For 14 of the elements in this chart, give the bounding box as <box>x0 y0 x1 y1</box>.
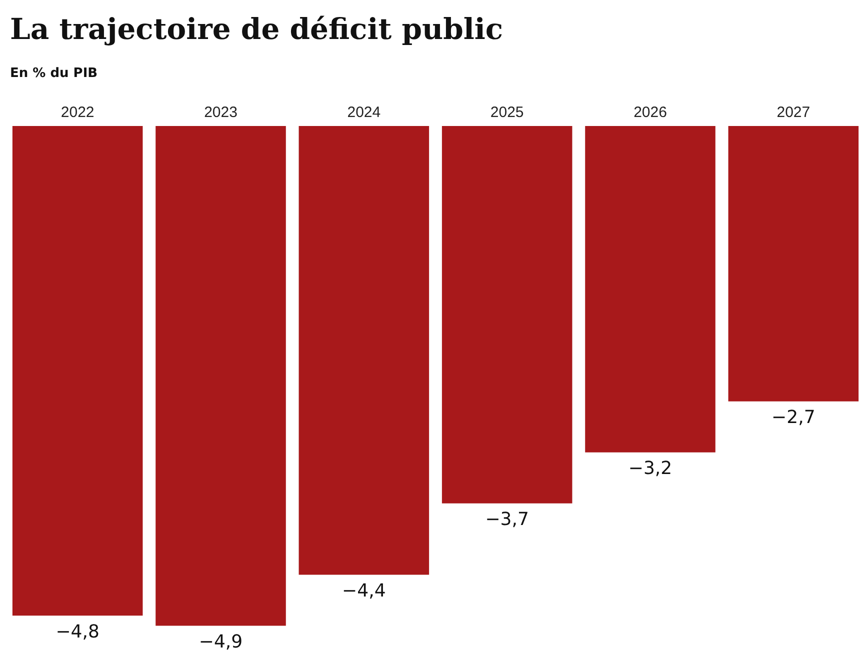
data-label: −4,8 <box>56 621 100 642</box>
x-tick-label: 2024 <box>347 104 381 122</box>
data-label: −4,4 <box>342 580 386 602</box>
chart-title: La trajectoire de déficit public <box>10 12 504 46</box>
data-label: −4,9 <box>198 631 243 652</box>
data-label: −3,2 <box>628 458 672 480</box>
x-tick-label: 2022 <box>60 104 94 122</box>
data-label: −2,7 <box>772 407 816 428</box>
chart-subtitle: En % du PIB <box>10 66 98 81</box>
x-tick-label: 2023 <box>204 104 238 122</box>
data-label: −3,7 <box>485 509 529 530</box>
x-tick-label: 2025 <box>490 104 524 122</box>
x-tick-label: 2026 <box>634 104 667 122</box>
x-tick-label: 2027 <box>776 104 810 122</box>
